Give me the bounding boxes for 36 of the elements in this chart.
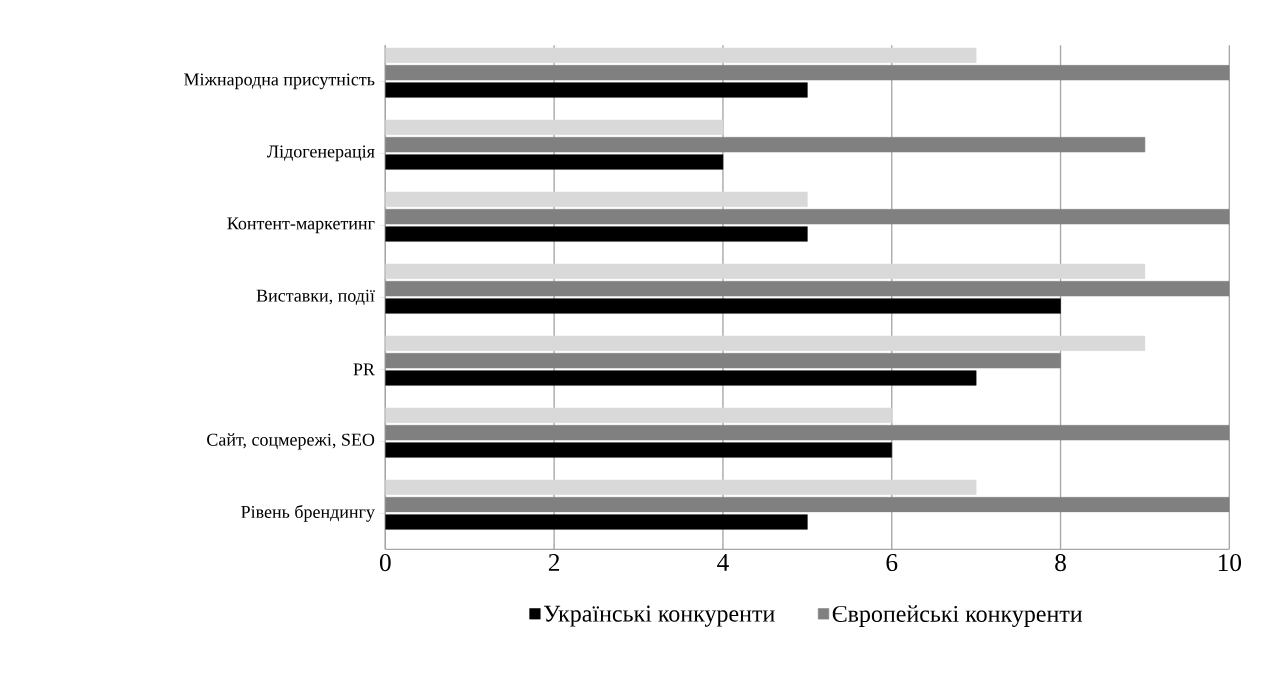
bar xyxy=(385,281,1230,297)
x-tick-label: 4 xyxy=(717,554,729,571)
y-tick-label: Контент-маркетинг xyxy=(227,217,375,234)
bar xyxy=(385,425,1230,441)
bar xyxy=(385,47,977,63)
bar xyxy=(385,479,977,495)
y-tick-label: Сайт, соцмережі, SEO xyxy=(207,433,375,450)
bar xyxy=(385,497,1230,513)
x-tick-label: 2 xyxy=(548,554,560,571)
bar xyxy=(385,407,893,423)
bar xyxy=(385,209,1230,225)
bar xyxy=(385,65,1230,81)
bar xyxy=(385,335,1146,351)
x-tick-label: 8 xyxy=(1055,554,1066,572)
bar xyxy=(385,137,1146,153)
bar xyxy=(385,353,1061,369)
bar xyxy=(385,370,977,386)
bar xyxy=(385,82,808,98)
bar xyxy=(385,263,1146,279)
bar xyxy=(385,119,724,135)
y-tick-label: Рівень брендингу xyxy=(241,504,375,522)
y-tick-label: PR xyxy=(353,363,375,376)
x-tick-label: 0 xyxy=(379,554,391,572)
x-tick-label: 10 xyxy=(1218,554,1242,572)
legend-label: Українські конкуренти xyxy=(543,605,775,627)
y-tick-label: Лідогенерація xyxy=(267,145,375,162)
y-tick-label: Виставки, події xyxy=(256,289,375,306)
bar xyxy=(385,514,808,530)
bar xyxy=(385,442,893,458)
legend-label: Європейські конкуренти xyxy=(832,605,1083,627)
bar xyxy=(385,226,808,242)
bar xyxy=(385,191,808,207)
x-tick-label: 6 xyxy=(886,554,898,572)
y-tick-label: Міжнародна присутність xyxy=(184,73,375,90)
bar xyxy=(385,298,1061,314)
bar xyxy=(385,154,724,170)
